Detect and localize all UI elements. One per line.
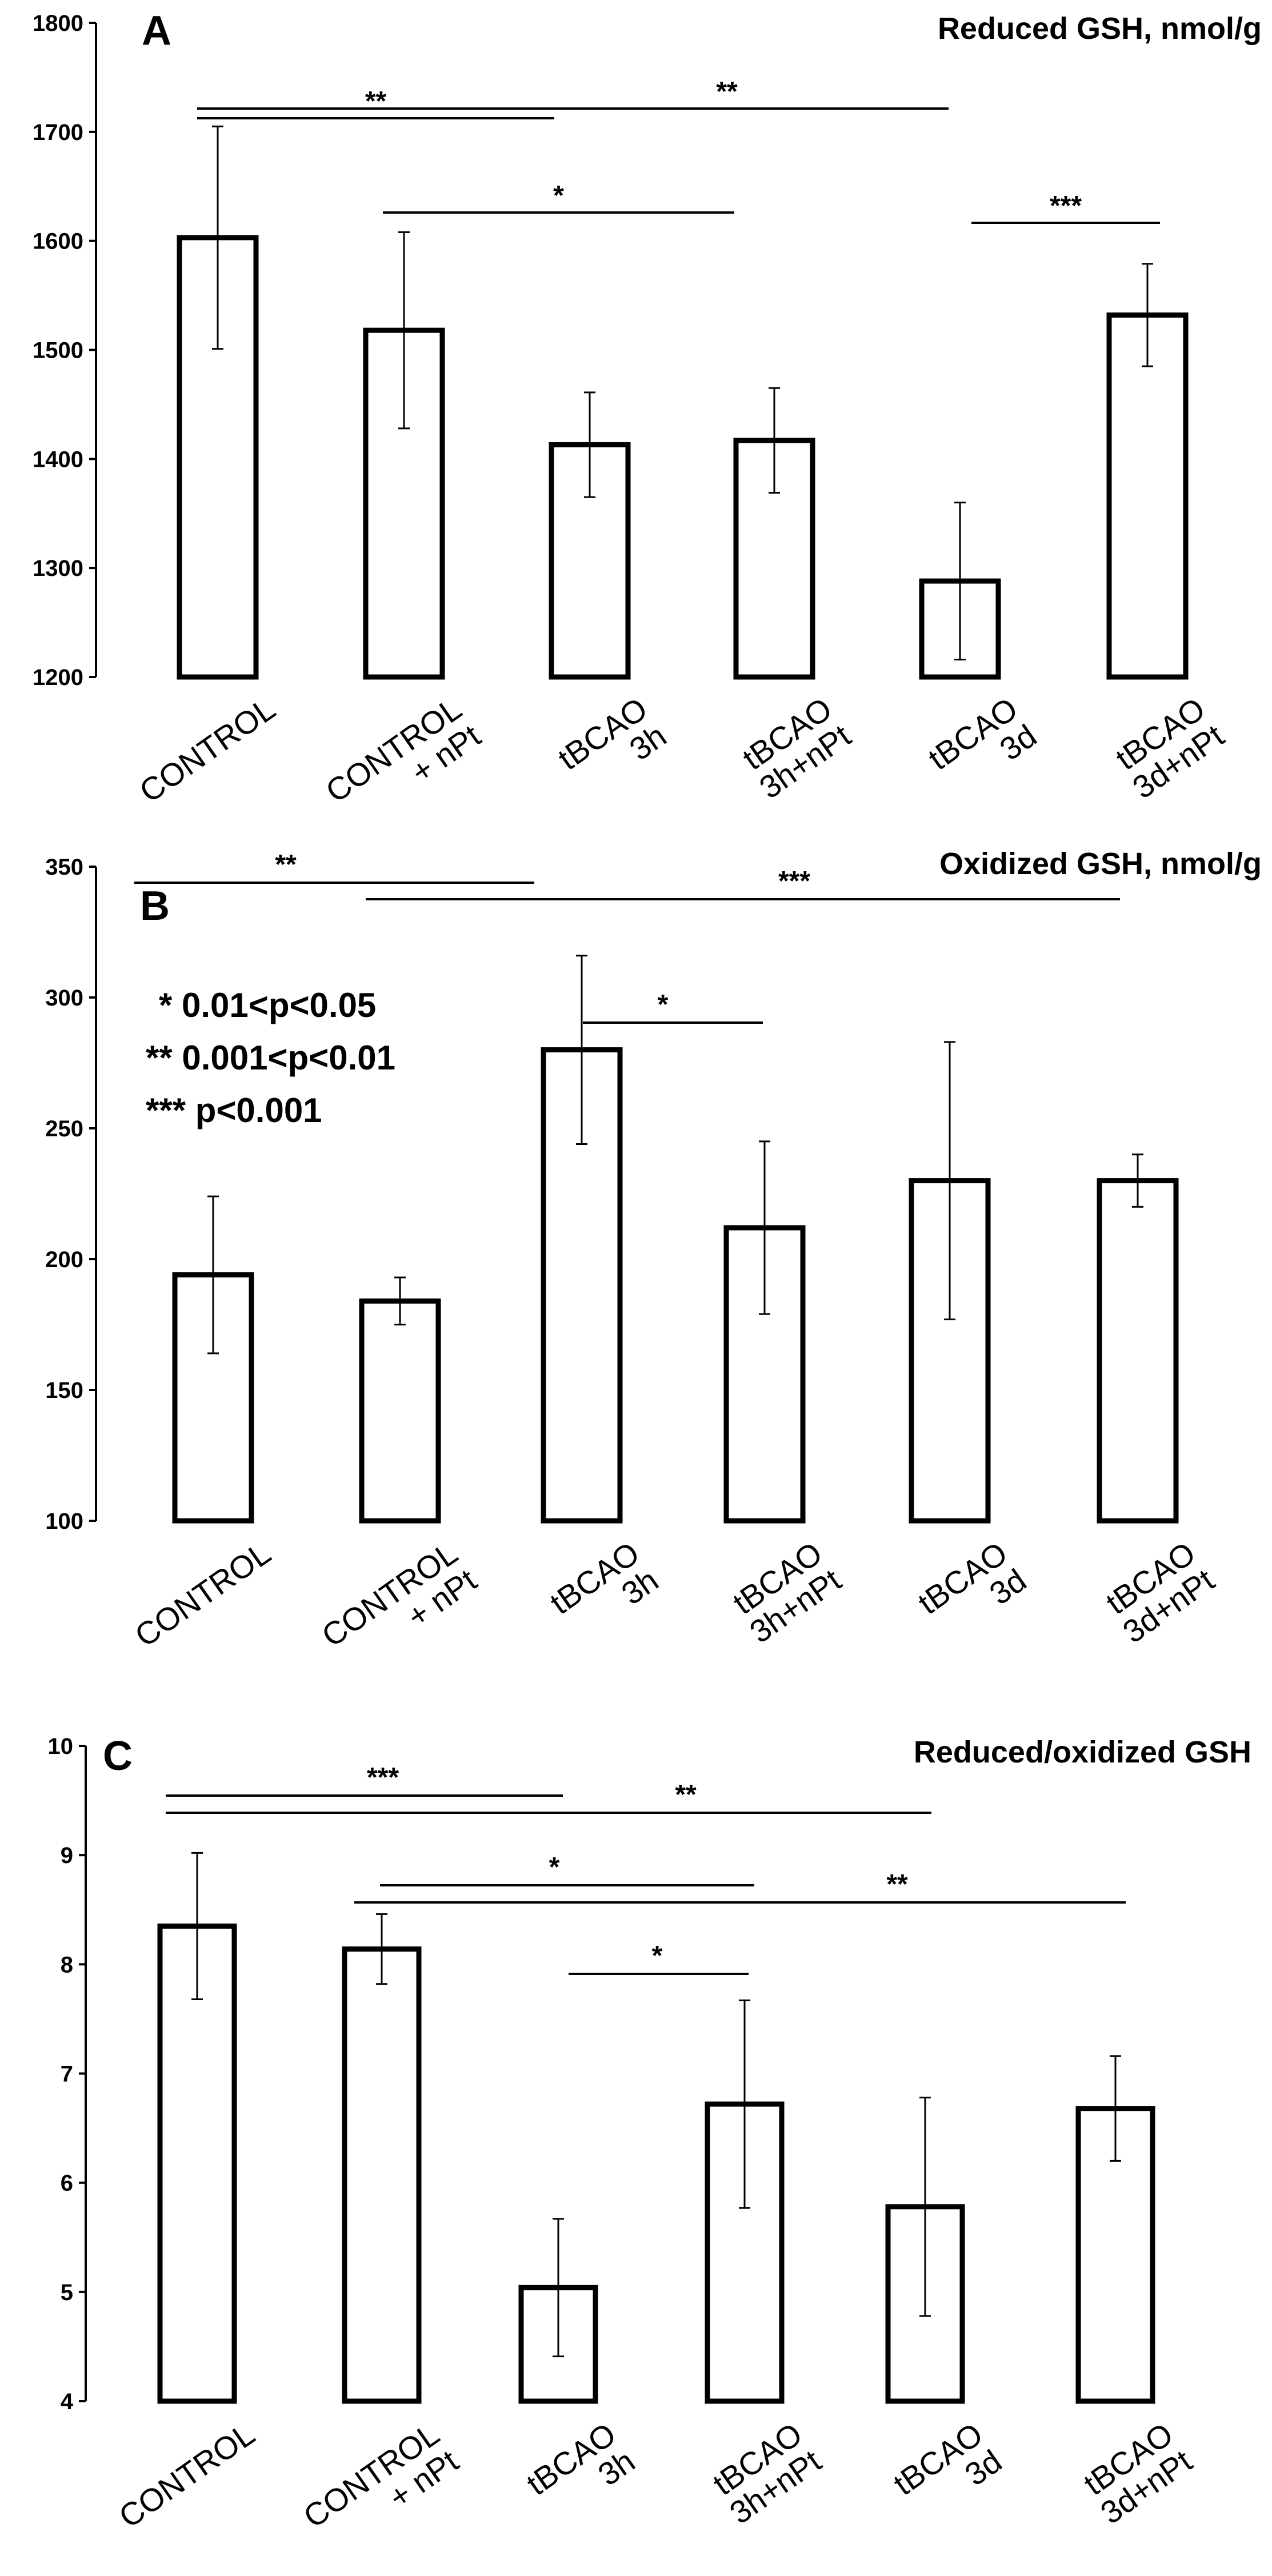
y-tick-label: 8 [61,1952,73,1977]
y-tick-label: 1300 [33,556,83,581]
category-label: CONTROL+ nPt [319,690,487,836]
panel-b-letter: B [140,883,170,929]
y-tick-label: 5 [61,2280,73,2305]
category-label: tBCAO3d+nPt [1097,1535,1221,1650]
bar [157,1923,237,2404]
significance-label: *** [1050,191,1082,221]
significance-label: * [658,989,669,1020]
y-tick-label: 150 [45,1378,83,1403]
significance-legend: * 0.01<p<0.05 ** 0.001<p<0.01 *** p<0.00… [146,986,395,1129]
category-label-line: CONTROL [112,2415,261,2535]
category-label: CONTROL+ nPt [297,2415,465,2562]
category-label: CONTROL [128,1535,277,1654]
y-tick-label: 1600 [33,229,83,254]
category-label-line: CONTROL [128,1535,277,1654]
y-tick-label: 1700 [33,120,83,145]
category-label: CONTROL [112,2415,261,2535]
bar [359,1298,441,1524]
panel-a-letter: A [142,8,171,54]
y-tick-label: 300 [45,985,83,1011]
category-label: tBCAO3d [911,1535,1033,1648]
significance-label: ** [275,850,297,880]
category-label: tBCAO3h+nPt [734,690,857,806]
y-tick-label: 6 [61,2171,73,2196]
significance-label: ** [886,1869,908,1900]
legend-line-3: *** p<0.001 [146,1091,322,1129]
y-tick-label: 350 [45,855,83,880]
category-label: tBCAO3h+nPt [724,1535,847,1650]
category-label-line: CONTROL [133,690,281,810]
legend-line-1: * 0.01<p<0.05 [159,986,376,1024]
significance-label: * [553,181,564,211]
significance-label: * [652,1941,663,1971]
panel-a-reduced-gsh: A Reduced GSH, nmol/g 1200 1300 1400 1500 16… [33,8,1262,836]
category-label: tBCAO3d+nPt [1107,690,1230,806]
significance-label: *** [367,1762,399,1793]
bar [549,442,631,680]
significance-label: ** [675,1780,697,1810]
y-tick-label: 1800 [33,11,83,36]
panel-a-title: Reduced GSH, nmol/g [938,11,1262,46]
category-label: tBCAO3h+nPt [704,2415,827,2531]
category-label: tBCAO3d [922,690,1043,804]
category-label: tBCAO3h [551,690,673,804]
bar [342,1946,422,2404]
y-tick-label: 4 [61,2389,74,2414]
category-label: CONTROL [133,690,281,810]
category-label: tBCAO3d+nPt [1075,2415,1198,2531]
y-tick-label: 9 [61,1843,73,1868]
bar [1106,312,1189,680]
panel-b-title: Oxidized GSH, nmol/g [939,847,1262,881]
category-label: tBCAO3d [887,2415,1008,2529]
panel-c-title: Reduced/oxidized GSH [914,1735,1251,1769]
panel-c-letter: C [103,1733,133,1779]
category-label: tBCAO3h [543,1535,665,1648]
significance-label: ** [716,77,738,107]
category-label: tBCAO3h [520,2415,641,2529]
significance-label: *** [778,866,810,896]
y-tick-label: 7 [61,2062,73,2087]
y-tick-label: 1400 [33,447,83,472]
y-tick-label: 200 [45,1247,83,1272]
significance-label: * [549,1852,560,1882]
category-label: CONTROL+ nPt [315,1535,483,1681]
y-tick-label: 1200 [33,665,83,690]
y-tick-label: 10 [48,1734,74,1759]
y-tick-label: 250 [45,1116,83,1141]
y-tick-label: 1500 [33,338,83,363]
y-tick-label: 100 [45,1509,83,1534]
bar [1097,1178,1179,1524]
legend-line-2: ** 0.001<p<0.01 [146,1039,395,1077]
significance-label: ** [365,86,387,117]
panel-c-ratio: C Reduced/oxidized GSH 45678910*********… [48,1733,1252,2562]
panel-b-oxidized-gsh: B Oxidized GSH, nmol/g * 0.01<p<0.05 ** … [45,847,1262,1681]
